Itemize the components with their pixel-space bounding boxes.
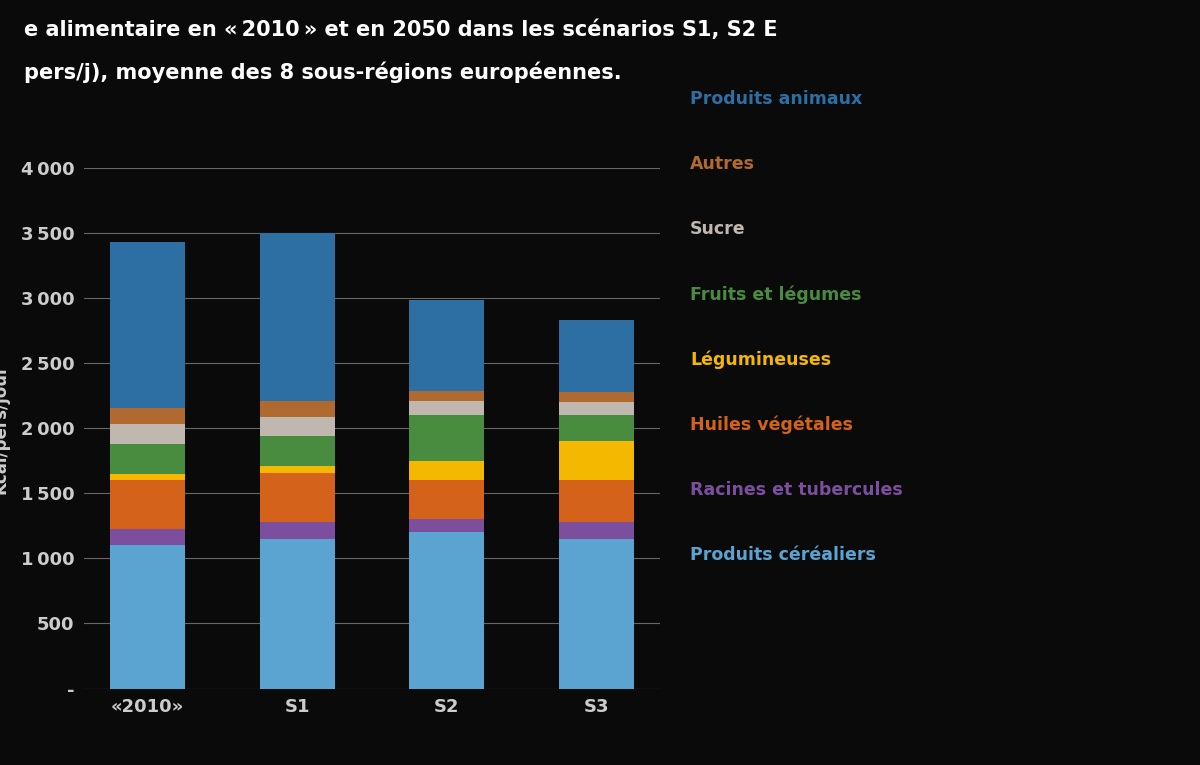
Bar <box>409 401 485 415</box>
Bar <box>110 444 185 474</box>
Bar <box>559 480 634 522</box>
Bar <box>110 545 185 688</box>
Bar <box>110 474 185 480</box>
Bar <box>409 300 485 391</box>
Bar <box>559 539 634 688</box>
Bar <box>110 480 185 529</box>
Text: e alimentaire en « 2010 » et en 2050 dans les scénarios S1, S2 E: e alimentaire en « 2010 » et en 2050 dan… <box>24 19 778 40</box>
Bar <box>409 519 485 532</box>
Bar <box>559 522 634 539</box>
Text: Produits animaux: Produits animaux <box>690 90 863 109</box>
Bar <box>259 436 335 466</box>
Text: Racines et tubercules: Racines et tubercules <box>690 480 902 499</box>
Bar <box>110 425 185 444</box>
Bar <box>559 415 634 441</box>
Bar <box>110 243 185 408</box>
Bar <box>559 441 634 480</box>
Text: Légumineuses: Légumineuses <box>690 350 832 369</box>
Text: Autres: Autres <box>690 155 755 174</box>
Bar <box>409 480 485 519</box>
Bar <box>259 522 335 539</box>
Bar <box>259 401 335 417</box>
Bar <box>259 417 335 436</box>
Text: Huiles végétales: Huiles végétales <box>690 415 853 434</box>
Bar <box>110 529 185 545</box>
Bar <box>409 461 485 480</box>
Text: Fruits et légumes: Fruits et légumes <box>690 285 862 304</box>
Bar <box>259 539 335 688</box>
Y-axis label: Kcal/pers/jour: Kcal/pers/jour <box>0 363 10 493</box>
Bar <box>409 532 485 688</box>
Bar <box>110 408 185 425</box>
Bar <box>559 321 634 392</box>
Text: Sucre: Sucre <box>690 220 745 239</box>
Bar <box>409 391 485 401</box>
Bar <box>559 392 634 402</box>
Bar <box>259 473 335 522</box>
Bar <box>409 415 485 461</box>
Text: Produits céréaliers: Produits céréaliers <box>690 545 876 564</box>
Text: pers/j), moyenne des 8 sous-régions européennes.: pers/j), moyenne des 8 sous-régions euro… <box>24 61 622 83</box>
Bar <box>259 466 335 473</box>
Bar <box>559 402 634 415</box>
Bar <box>259 233 335 401</box>
